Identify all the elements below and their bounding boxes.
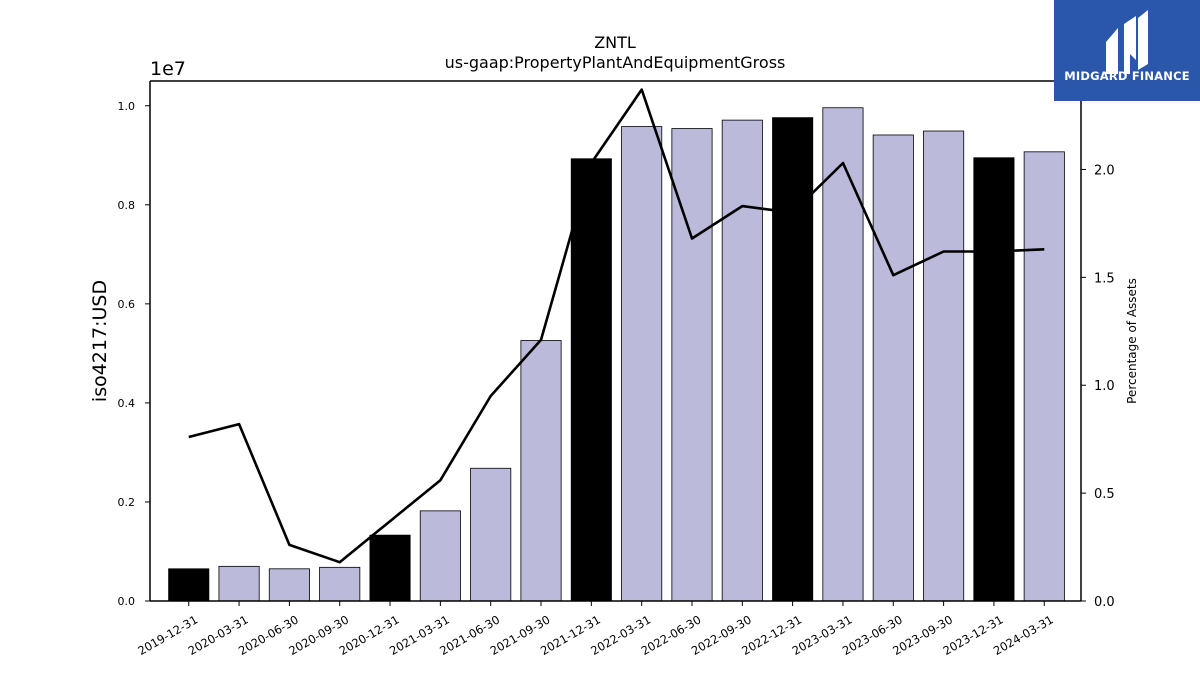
y-tick-label: 0.0	[118, 595, 136, 608]
y-tick-label: 0.2	[118, 496, 136, 509]
bar	[721, 119, 763, 602]
y-tick-label: 0.6	[118, 298, 136, 311]
chart-title: ZNTL	[594, 33, 636, 52]
chart-subtitle: us-gaap:PropertyPlantAndEquipmentGross	[445, 53, 786, 72]
y-offset-label: 1e7	[150, 58, 186, 80]
y2-axis-label: Percentage of Assets	[1125, 278, 1139, 404]
bar	[973, 157, 1015, 602]
bar	[772, 117, 814, 602]
y2-tick-label: 1.5	[1094, 271, 1115, 286]
bar	[621, 126, 663, 602]
logo: MIDGARD FINANCE	[1054, 0, 1200, 101]
bar	[872, 134, 914, 602]
logo-text: MIDGARD FINANCE	[1064, 69, 1190, 83]
bar	[218, 565, 260, 602]
axes-group: 0.00.20.40.60.81.00.00.51.01.52.02019-12…	[118, 80, 1115, 658]
bar	[822, 107, 864, 602]
logo-mark-icon	[1106, 10, 1148, 74]
bar	[923, 130, 965, 602]
bar	[369, 534, 411, 602]
bar	[268, 568, 310, 602]
bar	[168, 568, 210, 602]
bar	[419, 510, 461, 602]
bar	[520, 340, 562, 602]
y2-tick-label: 1.0	[1094, 379, 1115, 394]
y-axis-label: iso4217:USD	[89, 280, 111, 402]
y-tick-label: 1.0	[118, 100, 136, 113]
line-group	[188, 88, 1045, 564]
y-tick-label: 0.8	[118, 199, 136, 212]
y2-tick-label: 0.5	[1094, 487, 1115, 502]
bar	[319, 566, 361, 602]
percentage-line	[188, 88, 1045, 564]
bar	[570, 158, 612, 602]
y2-tick-label: 2.0	[1094, 163, 1115, 178]
y2-tick-label: 0.0	[1094, 595, 1115, 610]
bars-group	[168, 107, 1065, 602]
bar	[470, 467, 512, 602]
bar	[1023, 151, 1065, 602]
bar	[671, 128, 713, 602]
y-tick-label: 0.4	[118, 397, 136, 410]
